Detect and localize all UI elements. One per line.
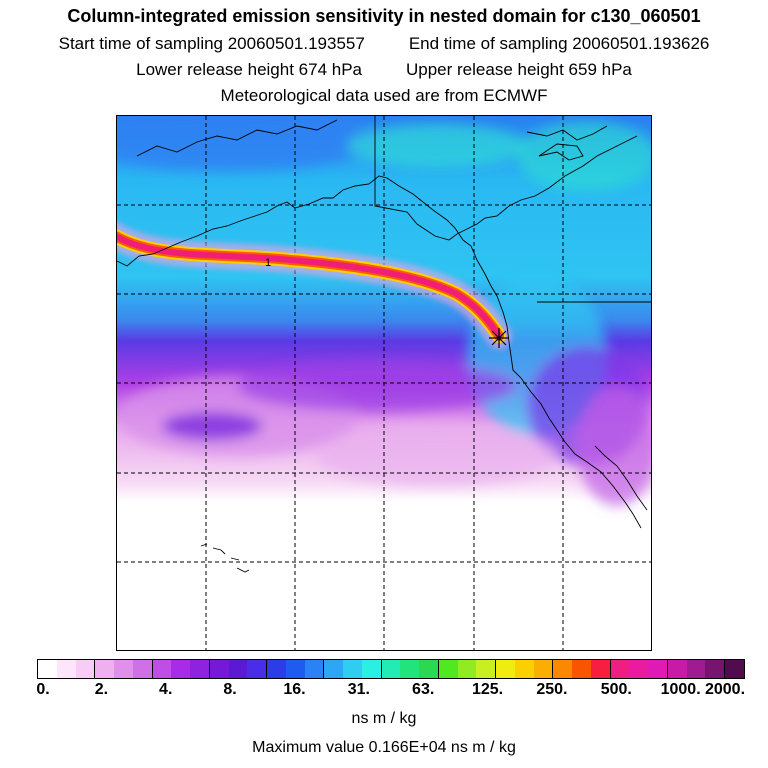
colorbar-cell — [38, 660, 57, 678]
release-height-line: Lower release height 674 hPa Upper releas… — [0, 60, 768, 80]
colorbar-cell — [496, 660, 515, 678]
colorbar-cell — [304, 660, 325, 678]
colorbar-cell — [667, 660, 687, 678]
start-time-label: Start time of sampling 20060501.193557 — [58, 34, 365, 53]
colorbar-tick-labels: 0. 2. 4. 8. 16. 31. 63. 125. 250. 500. 1000. 2000. — [0, 681, 768, 703]
grid-lines — [117, 116, 651, 650]
colorbar-cell — [533, 660, 554, 678]
colorbar-tick-label: 1000. — [660, 681, 701, 698]
colorbar-cell — [648, 660, 668, 678]
colorbar-cell — [572, 660, 591, 678]
colorbar-tick-label: 500. — [600, 681, 632, 698]
colorbar-cell — [705, 660, 725, 678]
map-canvas: 1 — [117, 116, 651, 650]
colorbar-cell — [132, 660, 153, 678]
sensitivity-map: 1 — [116, 115, 652, 651]
colorbar-cell — [381, 660, 401, 678]
colorbar-cell — [457, 660, 477, 678]
colorbar-cell — [152, 660, 172, 678]
colorbar-tick-label: 31. — [347, 681, 370, 698]
asterisk-icon — [489, 328, 509, 348]
colorbar-tick-label: 125. — [471, 681, 504, 698]
plume-path — [117, 222, 512, 349]
colorbar-cell — [514, 660, 534, 678]
lower-height-label: Lower release height 674 hPa — [136, 60, 362, 79]
colorbar-unit-label: ns m / kg — [351, 710, 417, 727]
colorbar-cell — [171, 660, 190, 678]
colorbar-cell — [228, 660, 248, 678]
contour-label: 1 — [265, 257, 271, 269]
coastlines — [117, 116, 651, 573]
end-time-label: End time of sampling 20060501.193626 — [408, 34, 710, 53]
colorbar-cell — [419, 660, 439, 678]
colorbar-cell — [629, 660, 648, 678]
colorbar-cell — [190, 660, 210, 678]
colorbar-cell — [590, 660, 611, 678]
met-data-label: Meteorological data used are from ECMWF — [220, 86, 548, 105]
colorbar-cell — [56, 660, 76, 678]
colorbar-cell — [209, 660, 229, 678]
colorbar-cell — [361, 660, 382, 678]
colorbar-tick-label: 8. — [223, 681, 237, 698]
colorbar-tick-label: 16. — [283, 681, 306, 698]
colorbar-cell — [95, 660, 114, 678]
colorbar-cell — [400, 660, 419, 678]
colorbar-tick-label: 4. — [159, 681, 173, 698]
colorbar-tick-label: 250. — [536, 681, 568, 698]
colorbar-cell — [686, 660, 706, 678]
colorbar-cell — [267, 660, 286, 678]
colorbar-cell — [553, 660, 572, 678]
colorbar-cell — [114, 660, 133, 678]
maximum-value-label: Maximum value 0.166E+04 ns m / kg — [252, 739, 516, 756]
colorbar-cell — [610, 660, 630, 678]
sampling-time-line: Start time of sampling 20060501.193557 En… — [0, 34, 768, 54]
colorbar-cell — [725, 660, 744, 678]
colorbar-cell — [438, 660, 458, 678]
colorbar-cell — [324, 660, 343, 678]
colorbar-cell — [343, 660, 362, 678]
colorbar-tick-label: 2000. — [704, 681, 746, 698]
colorbar-cell — [476, 660, 496, 678]
colorbar-tick-label: 2. — [94, 681, 109, 698]
upper-height-label: Upper release height 659 hPa — [406, 60, 632, 79]
colorbar-cell — [247, 660, 267, 678]
colorbar-tick-label: 63. — [412, 681, 435, 698]
colorbar-tick-label: 0. — [36, 681, 50, 698]
colorbar — [37, 659, 745, 679]
colorbar-cell — [75, 660, 96, 678]
colorbar-cell — [285, 660, 305, 678]
plot-title: Column-integrated emission sensitivity i… — [67, 6, 701, 26]
sensitivity-field-patches — [117, 116, 651, 506]
